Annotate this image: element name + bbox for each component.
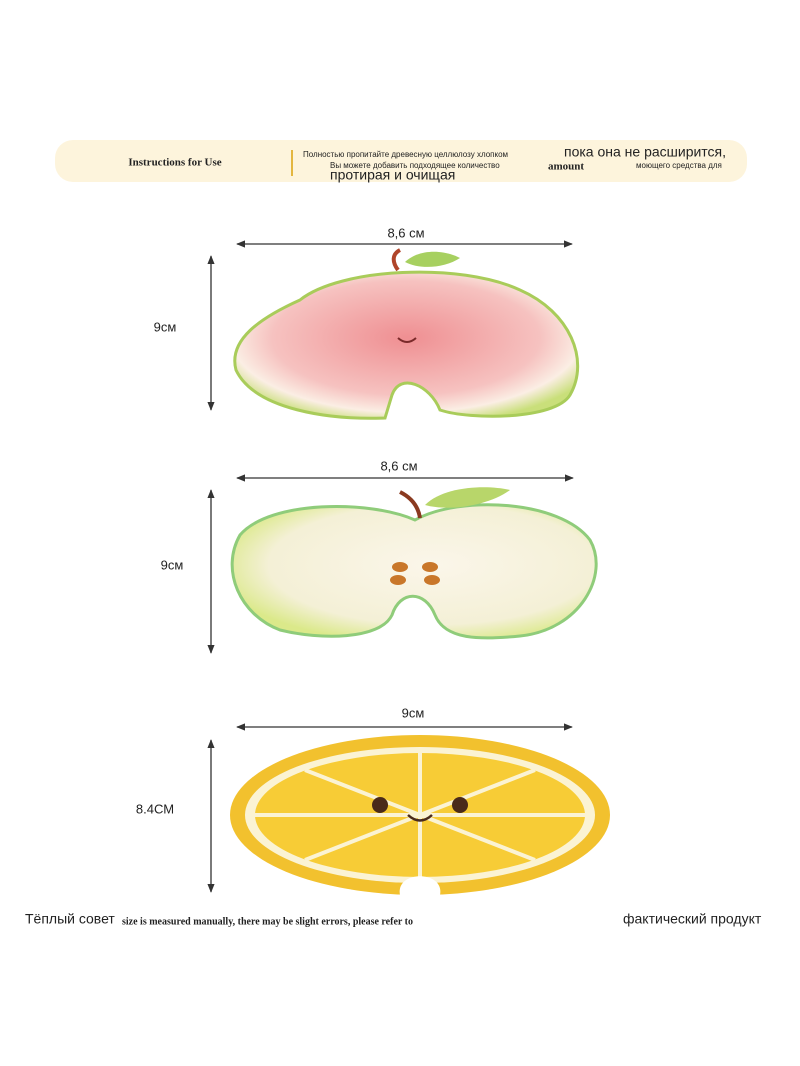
banner-line2-end: моющего средства для — [636, 161, 722, 170]
footer-end: фактический продукт — [623, 911, 762, 927]
face — [397, 337, 417, 343]
seeds — [390, 562, 440, 585]
banner-line1-overlay: пока она не расширится, — [564, 144, 726, 160]
width-label: 9см — [402, 705, 425, 720]
width-label: 8,6 см — [380, 458, 417, 473]
banner-line2-overlay: amount — [548, 161, 584, 173]
height-label: 8.4СМ — [136, 801, 174, 816]
banner — [55, 140, 747, 182]
eye — [452, 797, 468, 813]
footer-middle: size is measured manually, there may be … — [122, 916, 413, 927]
banner-line1: Полностью пропитайте древесную целлюлозу… — [303, 150, 508, 159]
segments — [255, 753, 585, 877]
height-label: 9см — [161, 557, 184, 572]
width-label: 8,6 см — [387, 225, 424, 240]
footer-start: Тёплый совет — [25, 911, 115, 927]
apple-slice — [230, 503, 598, 640]
leaf — [405, 251, 460, 267]
banner-line2: Вы можете добавить подходящее количество — [330, 161, 500, 170]
banner-line3: протирая и очищая — [330, 167, 455, 183]
height-label: 9см — [154, 319, 177, 334]
mouth — [407, 814, 433, 822]
leaf — [425, 487, 510, 508]
banner-title: Instructions for Use — [128, 157, 221, 169]
slot — [399, 876, 441, 895]
stem — [391, 248, 402, 272]
eye — [372, 797, 388, 813]
stem — [399, 490, 422, 519]
guava-slice — [233, 270, 580, 420]
